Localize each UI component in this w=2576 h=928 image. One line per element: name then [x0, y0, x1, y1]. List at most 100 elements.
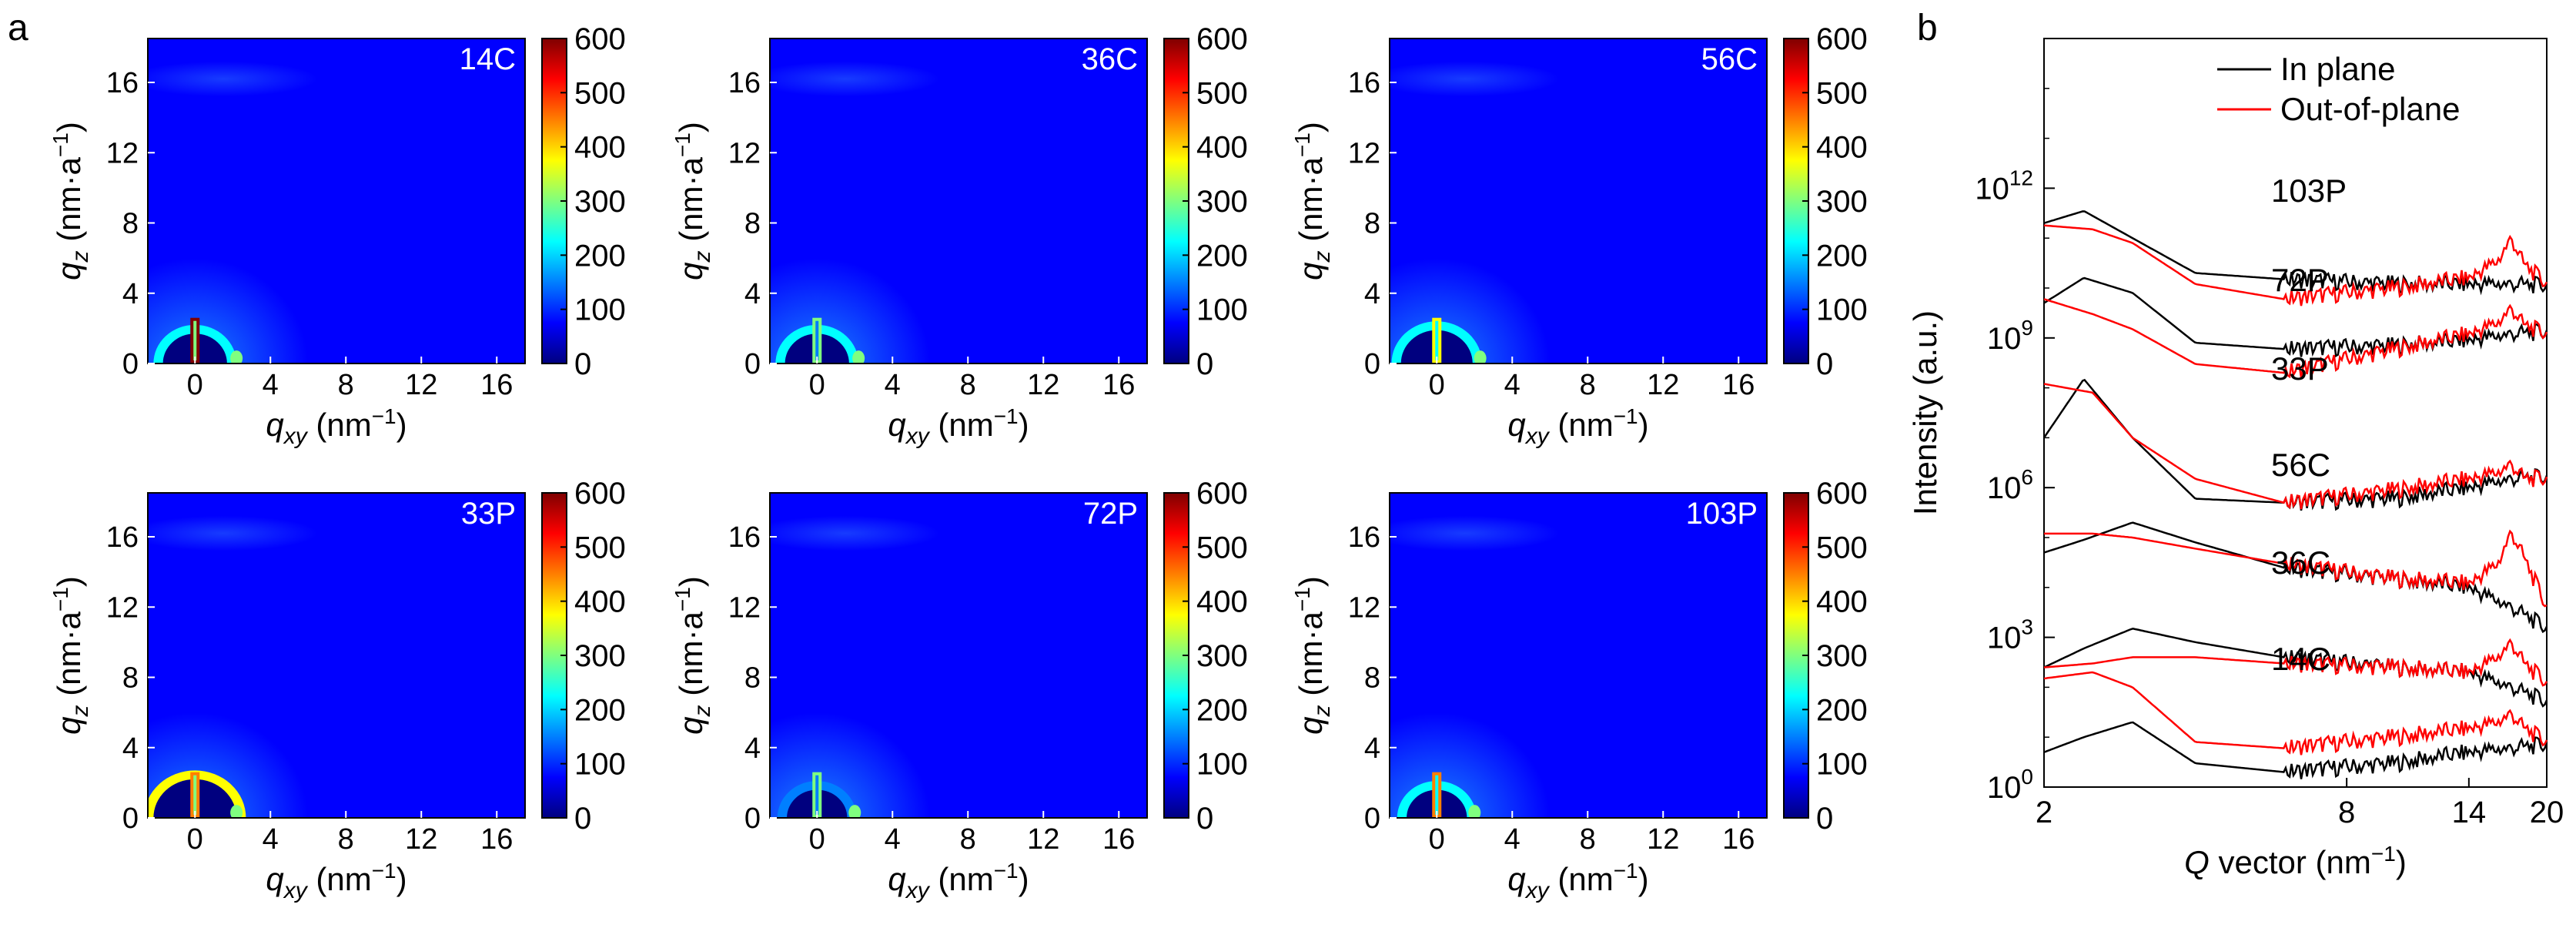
out-of-plane-curve-33P — [2043, 383, 2548, 510]
x-label-main: q — [266, 407, 284, 443]
colorbar-tick-label: 300 — [574, 639, 626, 673]
colorbar-tick-label: 500 — [1196, 76, 1248, 110]
y-tick-label: 0 — [122, 802, 139, 835]
colorbar-tick-label: 200 — [574, 239, 626, 273]
x-label-sup: −1 — [994, 859, 1019, 883]
colorbar-tick-label: 500 — [1816, 76, 1868, 110]
y-tick-base: 10 — [1987, 621, 2022, 655]
scattering-band — [770, 61, 940, 97]
heatmap-frame — [769, 38, 1148, 364]
x-tick-label: 4 — [885, 369, 901, 401]
y-label-sub: z — [1310, 705, 1335, 717]
y-tick-label: 0 — [122, 348, 139, 380]
scattering-band — [1390, 515, 1560, 551]
y-tick-exponent: 6 — [2021, 465, 2033, 489]
curve-label: 103P — [2271, 173, 2347, 209]
y-tick-base: 10 — [1987, 471, 2022, 505]
x-tick-label: 0 — [1429, 369, 1445, 401]
in-plane-curve-14C — [2043, 721, 2548, 779]
y-label-sup: −1 — [671, 132, 694, 157]
x-tick-label: 4 — [885, 823, 901, 856]
y-tick-label: 8 — [744, 662, 761, 695]
x-label-main: q — [888, 861, 906, 897]
colorbar-tick-label: 0 — [1196, 347, 1213, 381]
x-label-close: ) — [1638, 861, 1649, 897]
x-label-main: Q — [2184, 844, 2210, 880]
y-tick-label: 8 — [1364, 208, 1380, 240]
y-label-unit: (nm·a — [51, 611, 87, 705]
colorbar-tick-label: 100 — [1816, 748, 1868, 782]
y-label-main: q — [1293, 716, 1329, 735]
x-tick-label: 4 — [263, 369, 279, 401]
heatmap-image — [148, 39, 525, 363]
panel-title: 56C — [1701, 42, 1758, 76]
x-axis-label: qxy (nm−1) — [888, 859, 1029, 903]
direct-beam-core — [1435, 775, 1439, 815]
colorbar-tick-label: 200 — [1816, 693, 1868, 727]
colorbar-tick-label: 100 — [574, 748, 626, 782]
x-label-main: q — [1507, 407, 1526, 443]
y-label-main: q — [673, 716, 709, 735]
y-label-main: q — [673, 262, 709, 280]
x-tick-label: 16 — [1102, 369, 1135, 401]
y-tick-label: 4 — [744, 732, 761, 765]
x-label-close: ) — [2396, 844, 2407, 880]
curve-label: 33P — [2271, 350, 2329, 387]
side-peak — [1468, 805, 1481, 818]
x-label-unit: (nm — [929, 861, 994, 897]
x-tick-label: 12 — [405, 369, 437, 401]
y-tick-base: 10 — [1987, 771, 2022, 805]
y-label-unit: (nm·a — [1293, 156, 1329, 250]
y-axis-label: qz (nm·a−1) — [671, 576, 715, 735]
x-tick-label: 8 — [1580, 369, 1596, 401]
y-label-main: q — [51, 716, 87, 735]
x-label-unit: (nm — [307, 407, 372, 443]
x-label-sub: xy — [905, 878, 931, 903]
colorbar-tick-label: 600 — [1196, 477, 1248, 511]
colorbar-tick-label: 300 — [574, 185, 626, 219]
colorbar-tick-label: 500 — [574, 531, 626, 565]
y-tick-label: 8 — [744, 208, 761, 240]
side-peak — [1474, 350, 1487, 363]
y-label-sub: z — [690, 250, 715, 263]
x-tick-label: 8 — [960, 369, 976, 401]
y-tick-base: 10 — [1987, 322, 2022, 356]
y-tick-label: 16 — [728, 521, 761, 554]
colorbar-tick-label: 0 — [574, 347, 591, 381]
side-peak — [230, 350, 243, 363]
side-peak — [852, 350, 865, 363]
heatmap-frame — [1389, 38, 1768, 364]
x-label-close: ) — [396, 407, 407, 443]
panel-label-b: b — [1917, 8, 1938, 49]
colorbar-tick-label: 200 — [1196, 239, 1248, 273]
y-tick-label: 16 — [1348, 521, 1380, 554]
y-axis-label: qz (nm·a−1) — [49, 576, 93, 735]
y-label-sup: −1 — [671, 587, 694, 611]
panel-title: 103P — [1686, 497, 1758, 531]
y-tick-label: 16 — [1348, 67, 1380, 99]
y-axis-label: Intensity (a.u.) — [1907, 310, 1943, 515]
out-of-plane-curve-72P — [2043, 298, 2548, 379]
curve-label: 14C — [2271, 641, 2330, 677]
colorbar-tick-label: 400 — [1816, 131, 1868, 165]
x-axis-label: qxy (nm−1) — [1507, 404, 1648, 449]
panel-label-a: a — [8, 8, 28, 49]
colorbar-tick-label: 200 — [574, 693, 626, 727]
colorbar-tick-label: 200 — [1816, 239, 1868, 273]
x-label-close: ) — [396, 861, 407, 897]
colorbar-tick-label: 400 — [574, 131, 626, 165]
x-tick-label: 8 — [2338, 796, 2355, 829]
x-tick-label: 0 — [1429, 823, 1445, 856]
x-axis-label: Q vector (nm−1) — [2184, 842, 2407, 880]
colorbar-tick-label: 200 — [1196, 693, 1248, 727]
y-tick-label: 0 — [744, 802, 761, 835]
x-tick-label: 16 — [1102, 823, 1135, 856]
y-label-sup: −1 — [49, 587, 72, 611]
x-label-unit: (nm — [929, 407, 994, 443]
y-tick-base: 10 — [1975, 172, 2009, 206]
colorbar-tick-label: 400 — [1196, 131, 1248, 165]
colorbar-tick-label: 100 — [1196, 293, 1248, 327]
colorbar-tick-label: 300 — [1196, 185, 1248, 219]
